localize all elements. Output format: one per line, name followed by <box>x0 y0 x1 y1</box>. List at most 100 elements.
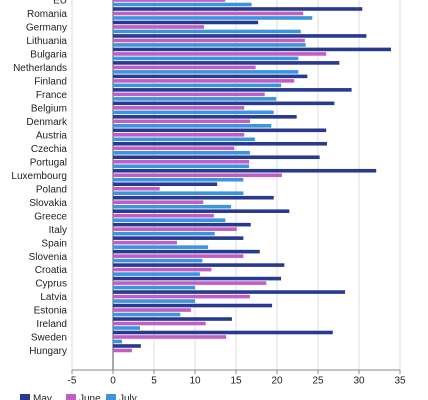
bar <box>113 249 260 254</box>
bar <box>113 285 195 290</box>
bar <box>113 97 277 101</box>
bar <box>113 227 237 231</box>
y-tick-label: Cyprus <box>35 279 67 290</box>
y-tick-label: Latvia <box>40 292 67 303</box>
y-tick-label: Austria <box>36 130 68 141</box>
bar <box>113 213 214 218</box>
bar <box>113 191 244 196</box>
y-tick-label: Slovenia <box>29 252 68 263</box>
x-tick-label: -5 <box>68 376 77 387</box>
y-tick-label: Slovakia <box>29 198 67 209</box>
bar <box>113 115 297 119</box>
legend-label: May <box>33 394 52 400</box>
bar <box>113 88 352 92</box>
legend-swatch <box>20 394 30 400</box>
bar <box>113 231 215 236</box>
y-tick-label: Netherlands <box>13 63 67 74</box>
y-tick-label: Czechia <box>31 144 68 155</box>
y-tick-label: Belgium <box>31 103 67 114</box>
bar <box>113 137 255 142</box>
bar <box>113 263 285 267</box>
x-tick-label: 5 <box>151 376 157 387</box>
bar <box>113 317 232 321</box>
bar <box>113 164 250 169</box>
bar <box>113 330 333 335</box>
bar <box>113 133 245 137</box>
bar <box>113 339 123 344</box>
y-tick-label: Luxembourg <box>11 171 67 182</box>
bar <box>113 312 181 317</box>
bar <box>113 11 304 16</box>
bar <box>113 272 200 276</box>
bar <box>113 92 265 97</box>
legend-label: June <box>79 394 101 400</box>
bar <box>113 236 244 240</box>
bar <box>113 110 274 115</box>
y-tick-label: Sweden <box>31 333 67 344</box>
bar <box>113 281 267 285</box>
y-tick-label: Spain <box>41 238 67 249</box>
bar <box>113 119 250 124</box>
bar <box>113 240 177 245</box>
y-tick-label: Poland <box>36 184 67 195</box>
bar <box>113 106 245 110</box>
bar <box>113 204 232 209</box>
bar <box>113 294 250 299</box>
bar <box>113 20 259 25</box>
bar <box>113 150 250 155</box>
x-tick-label: 25 <box>312 376 324 387</box>
x-tick-label: 10 <box>189 376 201 387</box>
x-tick-label: 30 <box>353 376 365 387</box>
bar <box>113 276 282 281</box>
bar <box>113 38 305 43</box>
y-tick-label: France <box>36 90 68 101</box>
bar <box>113 70 299 74</box>
bar <box>113 200 204 204</box>
bar <box>113 128 327 133</box>
bar <box>113 101 335 106</box>
bar <box>113 83 282 88</box>
bar <box>113 254 244 258</box>
bar <box>113 141 328 146</box>
bar <box>113 326 141 330</box>
bar <box>113 218 226 222</box>
bar <box>113 348 132 353</box>
bar <box>113 79 295 83</box>
bar <box>113 2 252 7</box>
bar <box>113 308 191 312</box>
bar <box>113 222 251 227</box>
y-tick-label: Denmark <box>26 117 68 128</box>
bar <box>113 34 367 38</box>
bar <box>113 124 272 128</box>
bar <box>113 344 141 348</box>
bar <box>113 0 226 2</box>
legend-swatch <box>66 394 76 400</box>
bar <box>113 195 274 200</box>
bar <box>113 335 227 339</box>
bar <box>113 173 282 178</box>
bar <box>113 267 212 272</box>
y-tick-label: Romania <box>27 9 67 20</box>
bar <box>113 245 209 249</box>
y-tick-label: EU <box>53 0 67 7</box>
bar <box>113 159 250 164</box>
bar <box>113 321 206 326</box>
bar <box>113 146 235 151</box>
x-tick-label: 20 <box>271 376 283 387</box>
x-tick-label: 15 <box>230 376 242 387</box>
bar <box>113 258 203 263</box>
bar <box>113 168 377 173</box>
y-tick-label: Greece <box>34 211 67 222</box>
bar <box>113 186 160 191</box>
y-tick-label: Croatia <box>35 265 68 276</box>
bar <box>113 65 256 70</box>
y-tick-label: Lithuania <box>26 36 67 47</box>
bar <box>113 25 205 29</box>
legend-swatch <box>106 394 116 400</box>
bar <box>113 56 299 61</box>
bar <box>113 303 273 308</box>
y-tick-label: Portugal <box>30 157 67 168</box>
bar <box>113 16 313 20</box>
bar <box>113 299 195 303</box>
